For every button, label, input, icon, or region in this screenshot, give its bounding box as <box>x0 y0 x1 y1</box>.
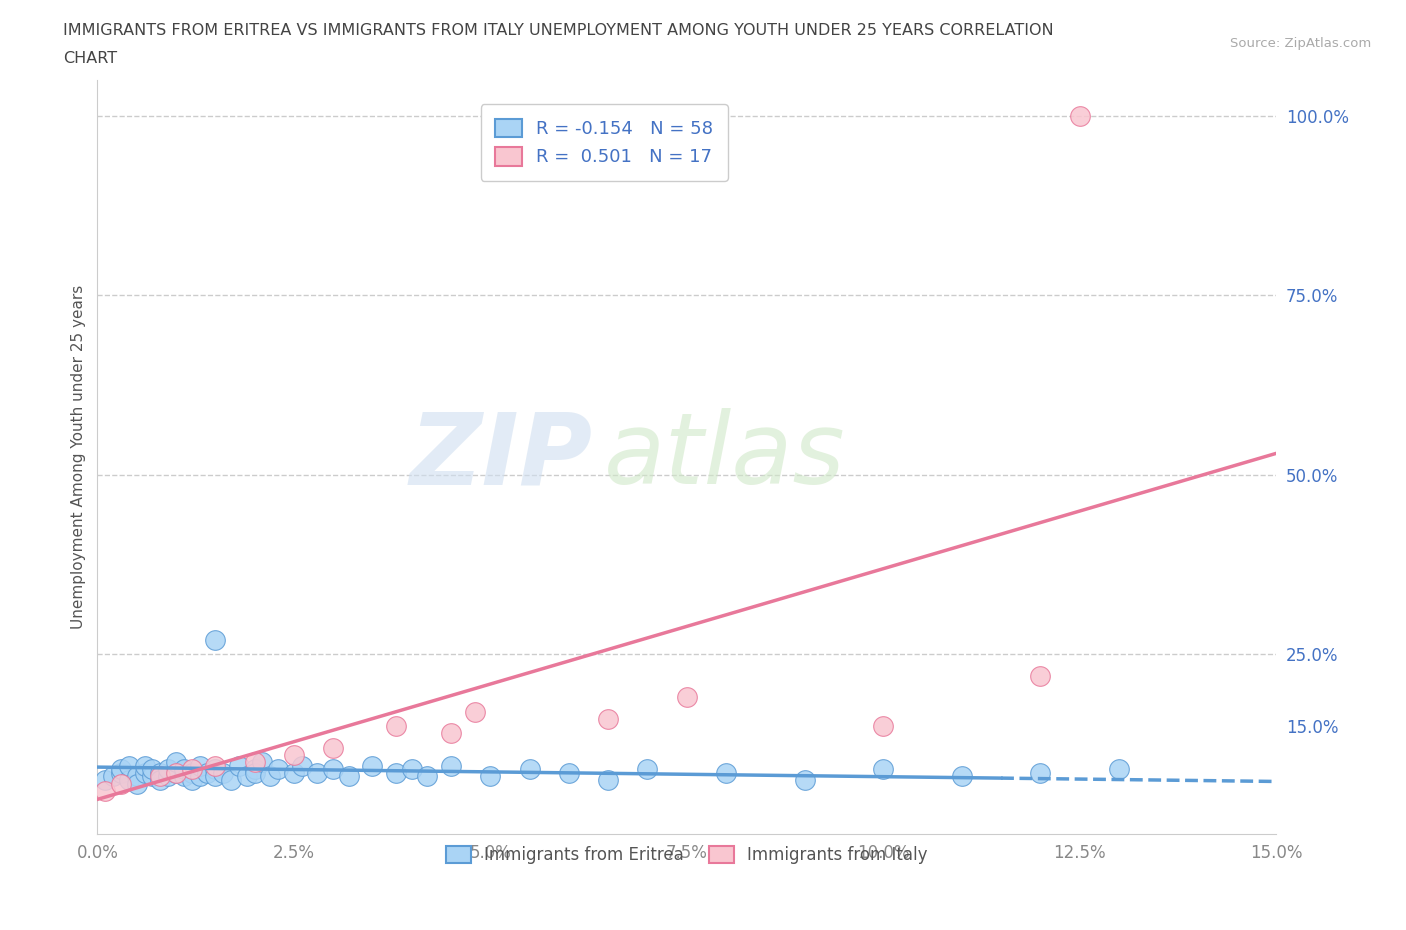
Point <box>440 758 463 773</box>
Point <box>94 783 117 798</box>
Point <box>204 762 226 777</box>
Point <box>401 762 423 777</box>
Text: IMMIGRANTS FROM ERITREA VS IMMIGRANTS FROM ITALY UNEMPLOYMENT AMONG YOUTH UNDER : IMMIGRANTS FROM ERITREA VS IMMIGRANTS FR… <box>63 23 1054 38</box>
Point <box>180 762 202 777</box>
Point <box>385 765 408 780</box>
Point <box>322 762 344 777</box>
Point <box>125 777 148 791</box>
Point <box>259 769 281 784</box>
Point <box>101 769 124 784</box>
Point <box>212 765 235 780</box>
Point <box>235 769 257 784</box>
Text: ZIP: ZIP <box>409 408 592 506</box>
Point <box>195 765 218 780</box>
Text: Source: ZipAtlas.com: Source: ZipAtlas.com <box>1230 37 1371 50</box>
Text: atlas: atlas <box>605 408 846 506</box>
Point <box>950 769 973 784</box>
Point <box>180 765 202 780</box>
Point <box>675 690 697 705</box>
Point <box>165 765 187 780</box>
Point <box>243 762 266 777</box>
Point <box>204 632 226 647</box>
Point <box>598 773 620 788</box>
Point <box>283 765 305 780</box>
Point <box>141 769 163 784</box>
Point <box>322 740 344 755</box>
Point <box>1069 109 1091 124</box>
Point <box>464 704 486 719</box>
Point <box>110 762 132 777</box>
Point <box>125 769 148 784</box>
Point <box>243 754 266 769</box>
Point <box>519 762 541 777</box>
Point <box>291 758 314 773</box>
Point <box>149 773 172 788</box>
Point <box>110 777 132 791</box>
Point <box>1029 765 1052 780</box>
Point <box>479 769 502 784</box>
Point <box>337 769 360 784</box>
Point <box>228 758 250 773</box>
Point <box>219 773 242 788</box>
Point <box>134 765 156 780</box>
Point <box>385 719 408 734</box>
Point <box>118 758 141 773</box>
Point <box>267 762 290 777</box>
Point <box>714 765 737 780</box>
Point <box>1029 669 1052 684</box>
Point <box>598 711 620 726</box>
Legend: Immigrants from Eritrea, Immigrants from Italy: Immigrants from Eritrea, Immigrants from… <box>439 839 935 870</box>
Point <box>558 765 581 780</box>
Point <box>361 758 384 773</box>
Point <box>872 762 894 777</box>
Point <box>165 754 187 769</box>
Point <box>283 748 305 763</box>
Point <box>416 769 439 784</box>
Point <box>118 773 141 788</box>
Point <box>94 773 117 788</box>
Point <box>149 765 172 780</box>
Point <box>188 758 211 773</box>
Text: CHART: CHART <box>63 51 117 66</box>
Point <box>793 773 815 788</box>
Point <box>636 762 658 777</box>
Point <box>157 762 180 777</box>
Point <box>204 758 226 773</box>
Point <box>141 762 163 777</box>
Point <box>204 769 226 784</box>
Y-axis label: Unemployment Among Youth under 25 years: Unemployment Among Youth under 25 years <box>72 285 86 629</box>
Point <box>157 769 180 784</box>
Point <box>243 765 266 780</box>
Point <box>440 726 463 741</box>
Point <box>110 765 132 780</box>
Point <box>134 758 156 773</box>
Point <box>149 769 172 784</box>
Point <box>165 765 187 780</box>
Point <box>307 765 329 780</box>
Point <box>173 762 195 777</box>
Point <box>872 719 894 734</box>
Point <box>180 773 202 788</box>
Point <box>188 769 211 784</box>
Point <box>252 754 274 769</box>
Point <box>173 769 195 784</box>
Point <box>1108 762 1130 777</box>
